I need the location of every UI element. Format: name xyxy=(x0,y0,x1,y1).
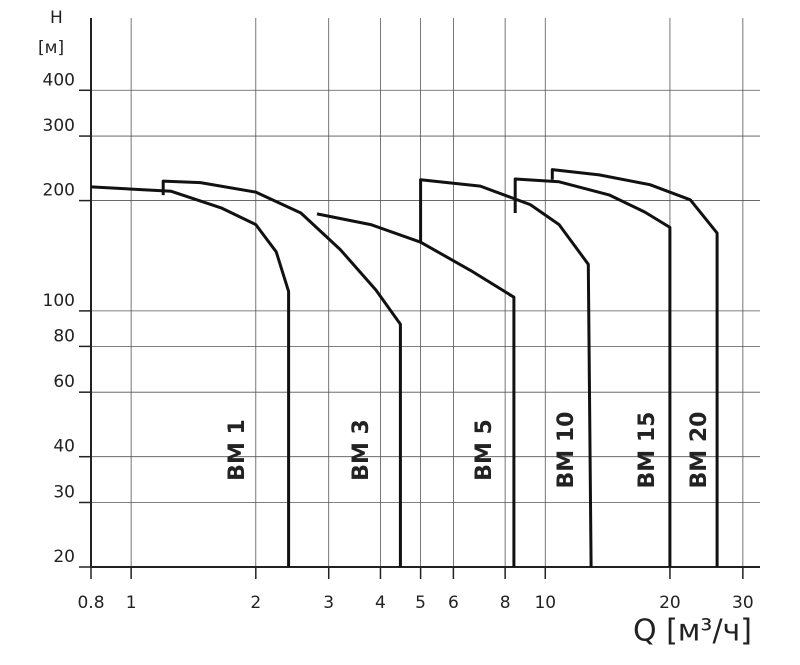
x-tick-label: 10 xyxy=(534,593,556,613)
series-label: BM 10 xyxy=(554,412,579,489)
x-tick-label: 6 xyxy=(448,593,459,613)
pump-curve xyxy=(316,212,516,567)
series-label: BM 3 xyxy=(349,419,374,481)
y-tick-label: 30 xyxy=(53,482,75,502)
x-tick-label: 0.8 xyxy=(77,593,104,613)
series-label: BM 20 xyxy=(687,412,712,489)
x-tick-label: 20 xyxy=(659,593,681,613)
pump-curve xyxy=(419,178,593,568)
pump-curve xyxy=(550,168,719,567)
x-tick-label: 30 xyxy=(732,593,754,613)
x-tick-label: 3 xyxy=(323,593,334,613)
y-tick-label: 40 xyxy=(53,437,75,457)
x-tick-label: 4 xyxy=(375,593,386,613)
y-tick-label: 200 xyxy=(43,181,75,201)
y-axis-title: H xyxy=(50,8,63,28)
y-tick-label: 80 xyxy=(53,326,75,346)
y-axis-unit: [м] xyxy=(38,38,64,58)
x-axis-title: Q [м³/ч] xyxy=(633,614,752,649)
y-tick-label: 60 xyxy=(53,372,75,392)
pump-curve xyxy=(161,179,402,567)
series-label: BM 5 xyxy=(472,419,497,481)
series-label: BM 15 xyxy=(635,412,660,489)
pump-curve xyxy=(513,177,672,567)
x-tick-label: 5 xyxy=(415,593,426,613)
x-tick-label: 2 xyxy=(250,593,261,613)
y-tick-label: 400 xyxy=(43,70,75,90)
y-tick-label: 100 xyxy=(43,291,75,311)
y-tick-label: 300 xyxy=(43,116,75,136)
pump-curve xyxy=(90,185,291,567)
y-tick-label: 20 xyxy=(53,547,75,567)
series-label: BM 1 xyxy=(225,419,250,481)
x-tick-label: 1 xyxy=(126,593,137,613)
x-tick-label: 8 xyxy=(500,593,511,613)
